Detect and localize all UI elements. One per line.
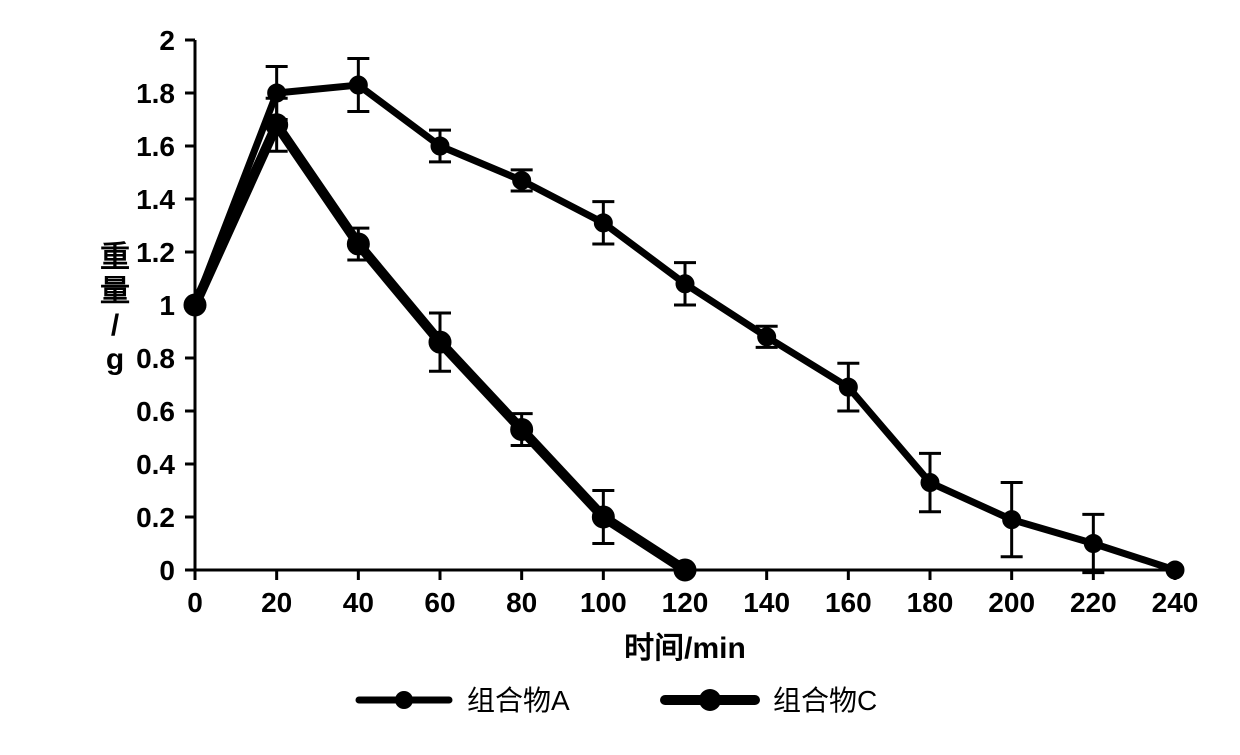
- x-tick-label: 60: [424, 587, 455, 618]
- y-tick-label: 1.8: [136, 78, 175, 109]
- svg-text:重: 重: [100, 241, 130, 274]
- data-point: [184, 294, 206, 316]
- data-point: [1084, 535, 1102, 553]
- y-tick-label: 0.2: [136, 502, 175, 533]
- data-point: [511, 419, 533, 441]
- x-tick-label: 200: [988, 587, 1035, 618]
- y-tick-label: 0.4: [136, 449, 175, 480]
- x-tick-label: 120: [662, 587, 709, 618]
- data-point: [839, 378, 857, 396]
- x-tick-label: 20: [261, 587, 292, 618]
- x-tick-label: 40: [343, 587, 374, 618]
- svg-text:g: g: [106, 343, 124, 376]
- data-point: [1166, 561, 1184, 579]
- legend-marker: [699, 689, 721, 711]
- y-tick-label: 1.6: [136, 131, 175, 162]
- data-point: [266, 114, 288, 136]
- x-tick-label: 220: [1070, 587, 1117, 618]
- data-point: [429, 331, 451, 353]
- x-tick-label: 100: [580, 587, 627, 618]
- data-point: [592, 506, 614, 528]
- data-point: [758, 328, 776, 346]
- x-tick-label: 140: [743, 587, 790, 618]
- legend-label: 组合物A: [467, 685, 570, 716]
- x-axis-label: 时间/min: [624, 632, 746, 665]
- data-point: [674, 559, 696, 581]
- y-tick-label: 2: [159, 25, 175, 56]
- y-tick-label: 0.6: [136, 396, 175, 427]
- y-tick-label: 1.4: [136, 184, 175, 215]
- x-tick-label: 0: [187, 587, 203, 618]
- legend-label: 组合物C: [773, 685, 877, 716]
- y-tick-label: 0: [159, 555, 175, 586]
- data-point: [676, 275, 694, 293]
- legend-marker: [395, 691, 413, 709]
- chart-svg: 0 20 40 60 80 100 120 140 160 180 200 220 240 0 0.2 0.4…: [0, 0, 1240, 755]
- data-point: [347, 233, 369, 255]
- y-tick-label: 0.8: [136, 343, 175, 374]
- x-tick-label: 180: [907, 587, 954, 618]
- x-tick-label: 240: [1152, 587, 1199, 618]
- svg-text:/: /: [111, 309, 120, 342]
- x-tick-label: 160: [825, 587, 872, 618]
- y-tick-label: 1.2: [136, 237, 175, 268]
- data-point: [349, 76, 367, 94]
- data-point: [921, 474, 939, 492]
- x-tick-label: 80: [506, 587, 537, 618]
- line-chart: 0 20 40 60 80 100 120 140 160 180 200 220 240 0 0.2 0.4…: [0, 0, 1240, 755]
- data-point: [594, 214, 612, 232]
- y-tick-label: 1: [159, 290, 175, 321]
- data-point: [513, 171, 531, 189]
- svg-text:量: 量: [100, 275, 130, 308]
- data-point: [1003, 511, 1021, 529]
- data-point: [431, 137, 449, 155]
